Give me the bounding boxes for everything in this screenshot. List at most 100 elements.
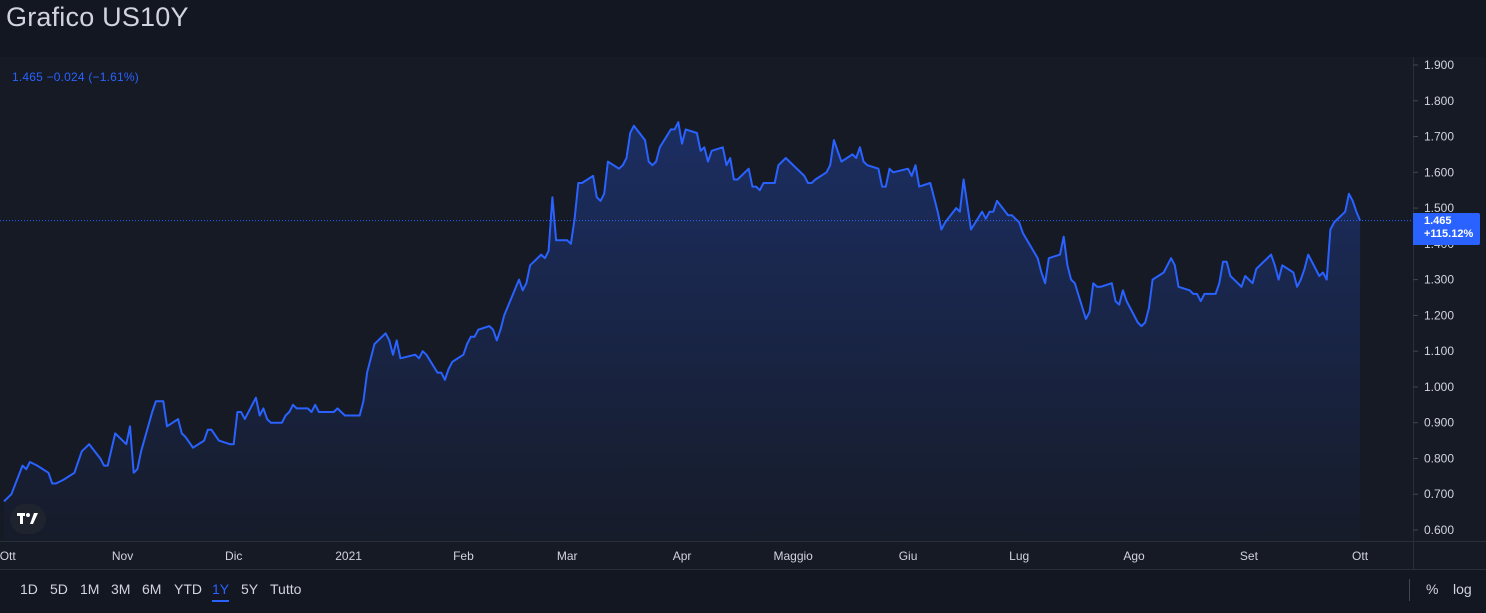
data-point [981, 211, 983, 213]
data-point [566, 240, 568, 242]
data-point [1096, 286, 1098, 288]
data-point [1196, 293, 1198, 295]
data-point [789, 161, 791, 163]
x-tick-label: 2021 [335, 549, 362, 563]
data-point [540, 254, 542, 256]
y-tick-label: 0.800 [1424, 451, 1454, 465]
data-point [385, 333, 387, 335]
data-point [1333, 222, 1335, 224]
data-point [1178, 286, 1180, 288]
data-point [659, 147, 661, 149]
range-1d-button[interactable]: 1D [20, 581, 38, 597]
data-point [333, 411, 335, 413]
data-point [763, 182, 765, 184]
data-point [185, 436, 187, 438]
data-point [933, 197, 935, 199]
data-point [1074, 282, 1076, 284]
range-1y-button[interactable]: 1Y [212, 581, 230, 602]
range-ytd-button[interactable]: YTD [174, 581, 202, 597]
data-point [592, 175, 594, 177]
data-point [970, 229, 972, 231]
data-point [177, 418, 179, 420]
data-point [137, 468, 139, 470]
percent-scale-button[interactable]: % [1426, 581, 1439, 597]
data-point [1141, 325, 1143, 327]
x-tick-label: Ott [0, 549, 16, 563]
data-point [892, 172, 894, 174]
data-point [841, 161, 843, 163]
log-scale-button[interactable]: log [1453, 581, 1472, 597]
data-point [607, 161, 609, 163]
range-all-button[interactable]: Tutto [270, 581, 302, 597]
data-point [755, 186, 757, 188]
data-point [1326, 279, 1328, 281]
data-point [704, 147, 706, 149]
data-point [1070, 279, 1072, 281]
data-point [1293, 272, 1295, 274]
toolbar-divider [1409, 579, 1410, 601]
data-point [1085, 318, 1087, 320]
range-5y-button[interactable]: 5Y [241, 581, 259, 597]
data-point [114, 433, 116, 435]
data-point [529, 265, 531, 267]
data-point [581, 182, 583, 184]
data-point [518, 279, 520, 281]
data-point [685, 129, 687, 131]
data-point [492, 329, 494, 331]
data-point [833, 139, 835, 141]
data-point [552, 197, 554, 199]
data-point [133, 472, 135, 474]
data-point [466, 343, 468, 345]
data-point [1296, 286, 1298, 288]
data-point [733, 179, 735, 181]
data-point [1189, 290, 1191, 292]
data-point [437, 372, 439, 374]
data-point [374, 343, 376, 345]
data-point [655, 161, 657, 163]
x-tick-label: Mar [557, 549, 578, 563]
range-3m-button[interactable]: 3M [111, 581, 131, 597]
series-line [3, 121, 1362, 503]
data-point [311, 411, 313, 413]
data-point [1059, 254, 1061, 256]
data-point [389, 340, 391, 342]
data-point [11, 493, 13, 495]
data-point [444, 379, 446, 381]
range-1m-button[interactable]: 1M [80, 581, 100, 597]
data-point [1063, 236, 1065, 238]
data-point [1248, 279, 1250, 281]
data-point [25, 468, 27, 470]
data-point [944, 222, 946, 224]
range-6m-button[interactable]: 6M [142, 581, 162, 597]
data-point [1300, 279, 1302, 281]
x-tick-label: Dic [225, 549, 242, 563]
data-point [3, 501, 5, 503]
price-chart[interactable]: 1.9001.8001.7001.6001.5001.4001.3001.200… [0, 57, 1486, 569]
chart-panel[interactable]: 1.9001.8001.7001.6001.5001.4001.3001.200… [0, 57, 1486, 569]
range-toolbar: 1D 5D 1M 3M 6M YTD 1Y 5Y Tutto % log [0, 569, 1486, 613]
tradingview-logo-icon[interactable] [10, 504, 46, 534]
data-point [370, 358, 372, 360]
data-point [74, 472, 76, 474]
data-point [1126, 300, 1128, 302]
data-point [1067, 265, 1069, 267]
data-point [48, 472, 50, 474]
data-point [63, 479, 65, 481]
x-tick-label: Maggio [774, 549, 814, 563]
range-5d-button[interactable]: 5D [50, 581, 68, 597]
data-point [37, 465, 39, 467]
data-point [774, 182, 776, 184]
data-point [1018, 222, 1020, 224]
data-point [1022, 232, 1024, 234]
data-point [1093, 282, 1095, 284]
y-tick-label: 1.100 [1424, 344, 1454, 358]
data-point [1322, 272, 1324, 274]
data-point [1089, 311, 1091, 313]
data-point [1304, 268, 1306, 270]
data-point [237, 411, 239, 413]
data-point [496, 340, 498, 342]
data-point [1011, 214, 1013, 216]
data-point [937, 211, 939, 213]
data-point [804, 175, 806, 177]
data-point [1015, 218, 1017, 220]
